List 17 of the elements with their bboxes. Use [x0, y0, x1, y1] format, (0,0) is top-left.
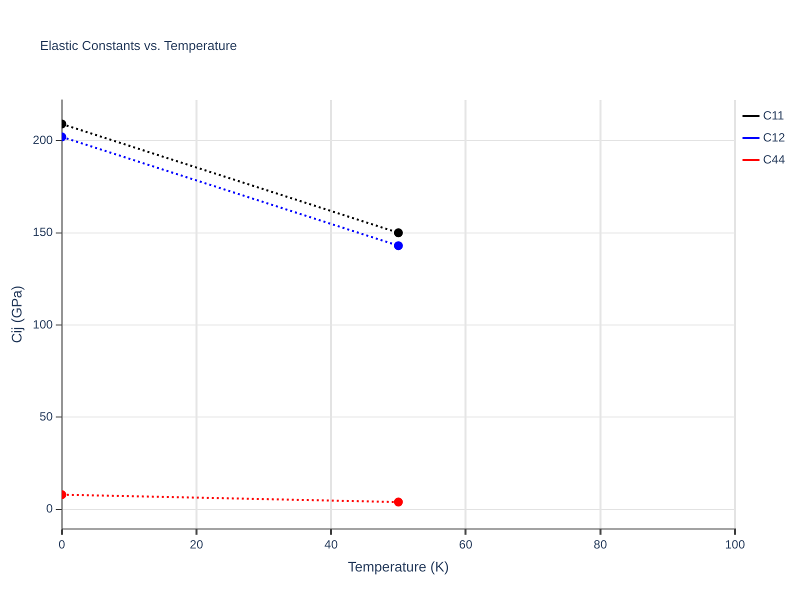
y-axis-title: Cij (GPa) [8, 286, 24, 344]
x-tick-label: 80 [594, 537, 608, 552]
x-tick-label: 40 [324, 537, 338, 552]
x-tick-label: 100 [724, 537, 746, 552]
chart-title: Elastic Constants vs. Temperature [40, 38, 238, 53]
legend-label: C11 [762, 108, 784, 122]
legend-label: C12 [762, 130, 786, 144]
y-tick-label: 100 [32, 317, 54, 332]
y-tick-label: 150 [32, 225, 54, 240]
y-tick-label: 50 [39, 410, 54, 424]
x-tick-label: 20 [190, 537, 204, 552]
y-tick-label: 0 [46, 502, 54, 516]
x-axis-title: Temperature (K) [348, 558, 449, 574]
y-tick-label: 200 [32, 132, 54, 147]
legend-label: C44 [762, 152, 786, 166]
x-tick-label: 0 [58, 537, 66, 552]
x-tick-label: 60 [459, 537, 473, 552]
